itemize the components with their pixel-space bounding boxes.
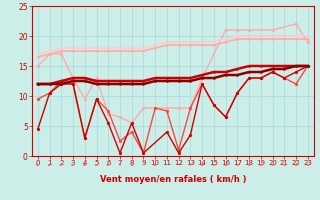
X-axis label: Vent moyen/en rafales ( km/h ): Vent moyen/en rafales ( km/h ) xyxy=(100,174,246,184)
